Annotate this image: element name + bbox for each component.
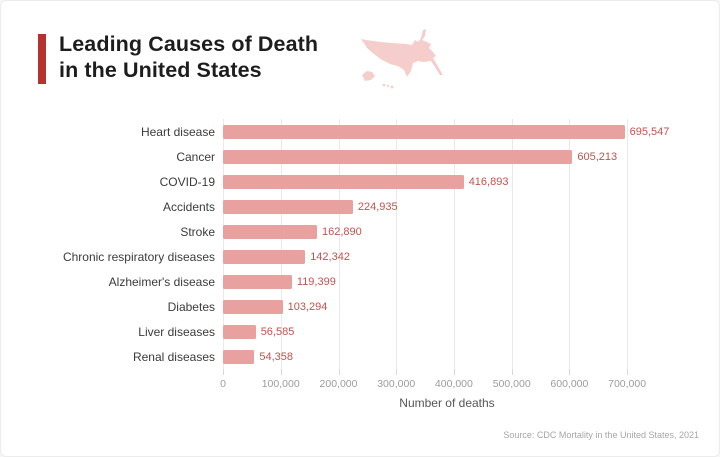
bar-track: 416,893 — [223, 174, 509, 189]
bar — [223, 324, 256, 339]
bar — [223, 124, 625, 139]
page-title-line-1: Leading Causes of Death — [59, 32, 319, 56]
bar-value-label: 103,294 — [287, 300, 328, 313]
x-tick-label: 500,000 — [492, 378, 531, 390]
chart-row: Diabetes 103,294 — [31, 294, 691, 319]
chart-row: Cancer 605,213 — [31, 144, 691, 169]
bar-value-label: 416,893 — [468, 175, 509, 188]
chart-row: Alzheimer's disease 119,399 — [31, 269, 691, 294]
gridline — [223, 119, 224, 369]
x-tick-label: 300,000 — [377, 378, 416, 390]
page-title: Leading Causes of Death in the United St… — [59, 31, 318, 83]
x-tick-label: 0 — [220, 378, 226, 390]
category-label: Diabetes — [167, 299, 215, 314]
x-tick-mark — [627, 369, 629, 375]
gridline — [453, 119, 455, 369]
x-tick-mark — [511, 369, 513, 375]
bar — [223, 149, 573, 164]
gridline — [511, 119, 513, 369]
bar-value-label: 605,213 — [577, 150, 618, 163]
x-tick-label: 100,000 — [261, 378, 300, 390]
gridline — [569, 119, 571, 369]
title-accent-bar — [38, 34, 46, 84]
chart-row: Stroke 162,890 — [31, 219, 691, 244]
chart-row: Accidents 224,935 — [31, 194, 691, 219]
bar-value-label: 54,358 — [259, 350, 294, 363]
x-tick-mark — [280, 369, 282, 375]
x-tick-mark — [338, 369, 340, 375]
chart-row: Renal diseases 54,358 — [31, 344, 691, 369]
x-axis: 0 100,000 200,000 300,000 400,000 500,000 600,… — [220, 369, 671, 395]
x-tick-label: 700,000 — [608, 378, 647, 390]
bar — [223, 299, 283, 314]
x-tick-mark — [453, 369, 455, 375]
category-label: Renal diseases — [132, 349, 215, 364]
bar-track: 103,294 — [223, 299, 328, 314]
bar — [223, 274, 292, 289]
gridline — [627, 119, 629, 369]
bar — [223, 249, 306, 264]
bar-value-label: 119,399 — [296, 275, 336, 288]
bar — [223, 199, 353, 214]
x-tick-label: 200,000 — [319, 378, 358, 390]
x-tick-mark — [223, 369, 224, 375]
bar-value-label: 695,547 — [629, 125, 670, 138]
bar-track: 56,585 — [223, 324, 295, 339]
bar-value-label: 224,935 — [357, 200, 398, 213]
chart-row: Chronic respiratory diseases 142,342 — [31, 244, 691, 269]
category-label: Heart disease — [140, 124, 215, 139]
bar — [223, 174, 464, 189]
chart-rows: Heart disease 695,547 Cancer 605,213 COVID-1… — [31, 119, 691, 369]
bar-track: 142,342 — [223, 249, 350, 264]
category-label: Accidents — [162, 199, 215, 214]
bar-track: 162,890 — [223, 224, 362, 239]
bar-track: 605,213 — [223, 149, 618, 164]
gridline — [338, 119, 340, 369]
gridline — [396, 119, 398, 369]
bar-track: 119,399 — [223, 274, 336, 289]
x-tick-label: 400,000 — [434, 378, 473, 390]
x-tick-mark — [396, 369, 398, 375]
bar-value-label: 56,585 — [260, 325, 295, 338]
chart-row: COVID-19 416,893 — [31, 169, 691, 194]
page-title-line-2: in the United States — [59, 58, 262, 82]
bar-value-label: 162,890 — [322, 225, 362, 238]
category-label: COVID-19 — [159, 174, 215, 189]
bar — [223, 349, 255, 364]
category-label: Stroke — [180, 224, 215, 239]
x-tick-label: 600,000 — [550, 378, 589, 390]
gridline — [280, 119, 282, 369]
bar-track: 54,358 — [223, 349, 294, 364]
bar-chart: Heart disease 695,547 Cancer 605,213 COVID-1… — [31, 119, 691, 419]
usa-map-icon — [361, 29, 443, 89]
category-label: Liver diseases — [138, 324, 215, 339]
chart-row: Liver diseases 56,585 — [31, 319, 691, 344]
category-label: Chronic respiratory diseases — [62, 249, 215, 264]
chart-row: Heart disease 695,547 — [31, 119, 691, 144]
category-label: Alzheimer's disease — [108, 274, 215, 289]
bar-track: 224,935 — [223, 199, 398, 214]
bar — [223, 224, 317, 239]
x-tick-mark — [569, 369, 571, 375]
bar-value-label: 142,342 — [310, 250, 350, 263]
category-label: Cancer — [176, 149, 215, 164]
source-note: Source: CDC Mortality in the United Stat… — [503, 430, 699, 440]
bar-track: 695,547 — [223, 124, 670, 139]
x-axis-title: Number of deaths — [399, 396, 495, 410]
chart-gridlines — [223, 119, 671, 369]
